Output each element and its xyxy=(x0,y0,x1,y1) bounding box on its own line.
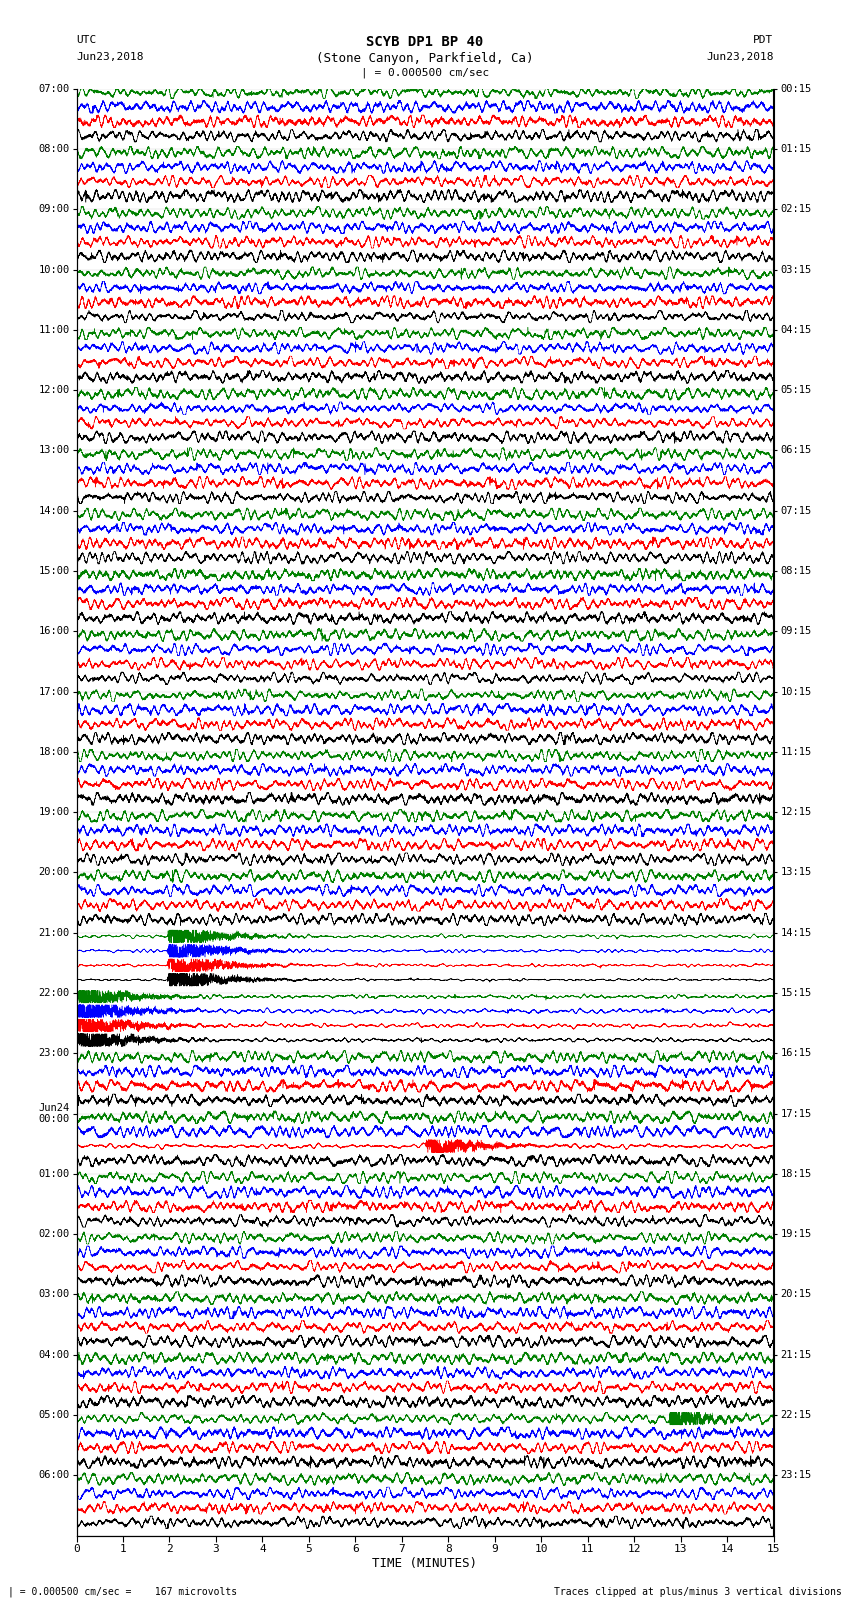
Text: Jun23,2018: Jun23,2018 xyxy=(76,52,144,61)
Text: Jun23,2018: Jun23,2018 xyxy=(706,52,774,61)
Text: PDT: PDT xyxy=(753,35,774,45)
Text: (Stone Canyon, Parkfield, Ca): (Stone Canyon, Parkfield, Ca) xyxy=(316,52,534,65)
X-axis label: TIME (MINUTES): TIME (MINUTES) xyxy=(372,1557,478,1569)
Text: UTC: UTC xyxy=(76,35,97,45)
Text: SCYB DP1 BP 40: SCYB DP1 BP 40 xyxy=(366,35,484,50)
Text: | = 0.000500 cm/sec: | = 0.000500 cm/sec xyxy=(361,68,489,79)
Text: Traces clipped at plus/minus 3 vertical divisions: Traces clipped at plus/minus 3 vertical … xyxy=(553,1587,842,1597)
Text: | = 0.000500 cm/sec =    167 microvolts: | = 0.000500 cm/sec = 167 microvolts xyxy=(8,1586,238,1597)
